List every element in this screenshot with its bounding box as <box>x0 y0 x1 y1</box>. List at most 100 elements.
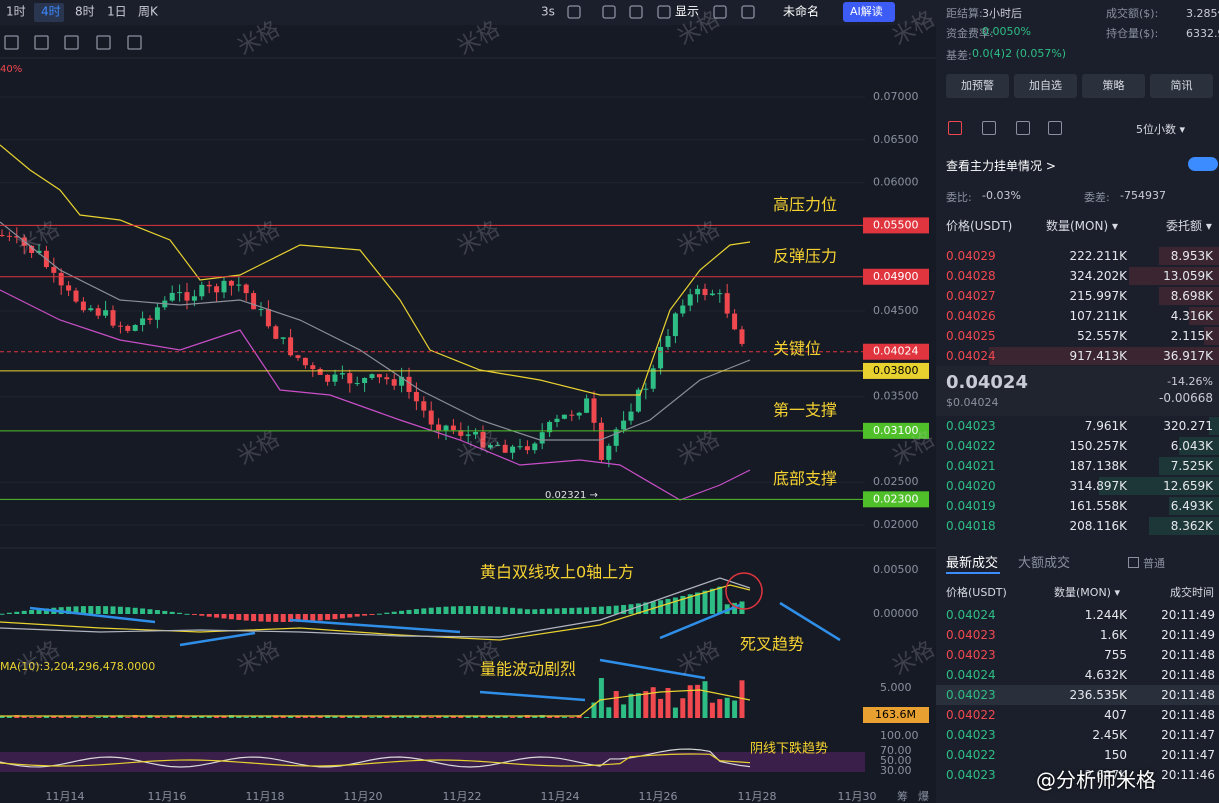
toggle[interactable] <box>1188 157 1218 171</box>
action-button[interactable]: 加自选 <box>1014 74 1077 98</box>
action-button[interactable]: 加预警 <box>946 74 1009 98</box>
main-orders[interactable]: 查看主力挂单情况 > <box>946 159 1056 173</box>
book-row: 0.04028 324.202K 13.059K <box>936 266 1219 286</box>
bottom-tab[interactable]: 筹 <box>897 789 908 803</box>
candle-body <box>206 284 212 287</box>
candle-body <box>687 294 693 306</box>
candle-body <box>310 365 316 370</box>
watermark: 米格 <box>674 637 725 681</box>
book-row: 0.04021 187.138K 7.525K <box>936 456 1219 476</box>
cell: 2.607K <box>1084 768 1127 782</box>
candle-body <box>406 376 412 392</box>
book-row: 0.04026 107.211K 4.316K <box>936 306 1219 326</box>
volume-bar <box>221 715 227 718</box>
volume-bar <box>406 715 412 718</box>
macd-bar <box>635 603 641 614</box>
volume-bar <box>117 715 123 718</box>
macd-bar <box>554 608 560 614</box>
candle-body <box>236 284 242 286</box>
candle-body <box>465 434 471 436</box>
cell: 236.535K <box>1069 688 1128 702</box>
interval-tab[interactable]: 1时 <box>6 5 26 19</box>
trade-tab[interactable]: 大额成交 <box>1018 556 1071 571</box>
volume-bar <box>428 716 434 718</box>
volume-bar <box>191 715 197 718</box>
draw-tool-icon <box>127 35 142 50</box>
candle-body <box>510 446 516 453</box>
candle-body <box>732 313 738 330</box>
macd-axis-label: 0.00500 <box>873 563 919 576</box>
candle-body <box>295 355 301 358</box>
date-label: 11月26 <box>639 790 678 803</box>
draw-tool-icon <box>64 35 79 50</box>
volume-bar <box>29 716 35 718</box>
interval-tab[interactable]: 8时 <box>75 5 95 19</box>
volume-bar <box>6 716 12 718</box>
volume-bar <box>613 691 619 718</box>
diff-label: 委差: <box>1084 191 1110 204</box>
interval-tab[interactable]: 1日 <box>107 5 127 19</box>
watermark: 米格 <box>889 637 937 681</box>
draw-tool-icon <box>4 35 19 50</box>
rsi-annotation: 阴线下跌趋势 <box>750 741 828 757</box>
candle-body <box>325 374 331 382</box>
depth-bar <box>1179 437 1219 455</box>
date-label: 11月22 <box>443 790 482 803</box>
panel-icon[interactable] <box>982 121 996 135</box>
book-row: 0.04025 52.557K 2.115K <box>936 326 1219 346</box>
candle-body <box>140 318 146 326</box>
band-lower <box>0 289 751 501</box>
panel-icon[interactable] <box>948 121 962 135</box>
decimals[interactable]: 5位小数 ▾ <box>1136 123 1186 136</box>
date-label: 11月18 <box>246 790 285 803</box>
volume-bar <box>584 716 590 718</box>
candle-body <box>221 280 227 293</box>
column-header: 价格(USDT) <box>946 586 1007 599</box>
macd-bar <box>510 607 516 614</box>
volume-bar <box>199 716 205 718</box>
cell: 407 <box>1104 708 1127 722</box>
candle-body <box>561 414 567 419</box>
book-row: 0.04022 150.257K 6.043K <box>936 436 1219 456</box>
level-annotation: 高压力位 <box>773 195 837 214</box>
stat-label: 持仓量($): <box>1106 27 1159 40</box>
cell: 222.211K <box>1069 249 1128 263</box>
macd-bar <box>561 608 567 614</box>
normal-filter[interactable]: 普通 <box>1143 557 1165 570</box>
volume-bar <box>628 693 634 718</box>
action-button[interactable]: 策略 <box>1082 74 1145 98</box>
macd-bar <box>569 607 575 614</box>
candle-body <box>376 374 382 378</box>
cell: 0.04018 <box>946 519 996 533</box>
panel-icon[interactable] <box>1016 121 1030 135</box>
checkbox[interactable] <box>1128 557 1139 568</box>
bottom-tab[interactable]: 爆 <box>918 789 929 803</box>
tab-underline <box>946 572 1000 574</box>
volume-bar <box>265 716 271 718</box>
candle-body <box>480 431 486 448</box>
volume-bar <box>236 716 242 718</box>
volume-bar <box>347 715 353 718</box>
trade-tab[interactable]: 最新成交 <box>946 556 999 571</box>
interval-tab[interactable]: 4时 <box>41 5 61 19</box>
cell: 0.04027 <box>946 289 996 303</box>
last-price green: 0.04024 <box>946 372 1028 393</box>
low-marker: 0.02321 → <box>545 490 598 501</box>
candle-body <box>539 432 545 444</box>
candle-body <box>251 293 257 310</box>
candle-body <box>0 235 5 236</box>
cell: 0.04022 <box>946 439 996 453</box>
macd-bar <box>428 607 434 614</box>
middle-ma <box>0 221 751 441</box>
macd-bar <box>162 610 168 614</box>
candle-body <box>117 325 123 327</box>
depth-bar <box>1159 247 1219 265</box>
panel-icon[interactable] <box>1048 121 1062 135</box>
macd-bar <box>643 602 649 614</box>
interval-tab[interactable]: 周K <box>138 5 159 19</box>
macd-bar <box>384 612 390 614</box>
volume-bar <box>569 716 575 718</box>
candle-body <box>413 391 419 402</box>
action-button[interactable]: 简讯 <box>1150 74 1213 98</box>
macd-bar <box>680 595 686 614</box>
